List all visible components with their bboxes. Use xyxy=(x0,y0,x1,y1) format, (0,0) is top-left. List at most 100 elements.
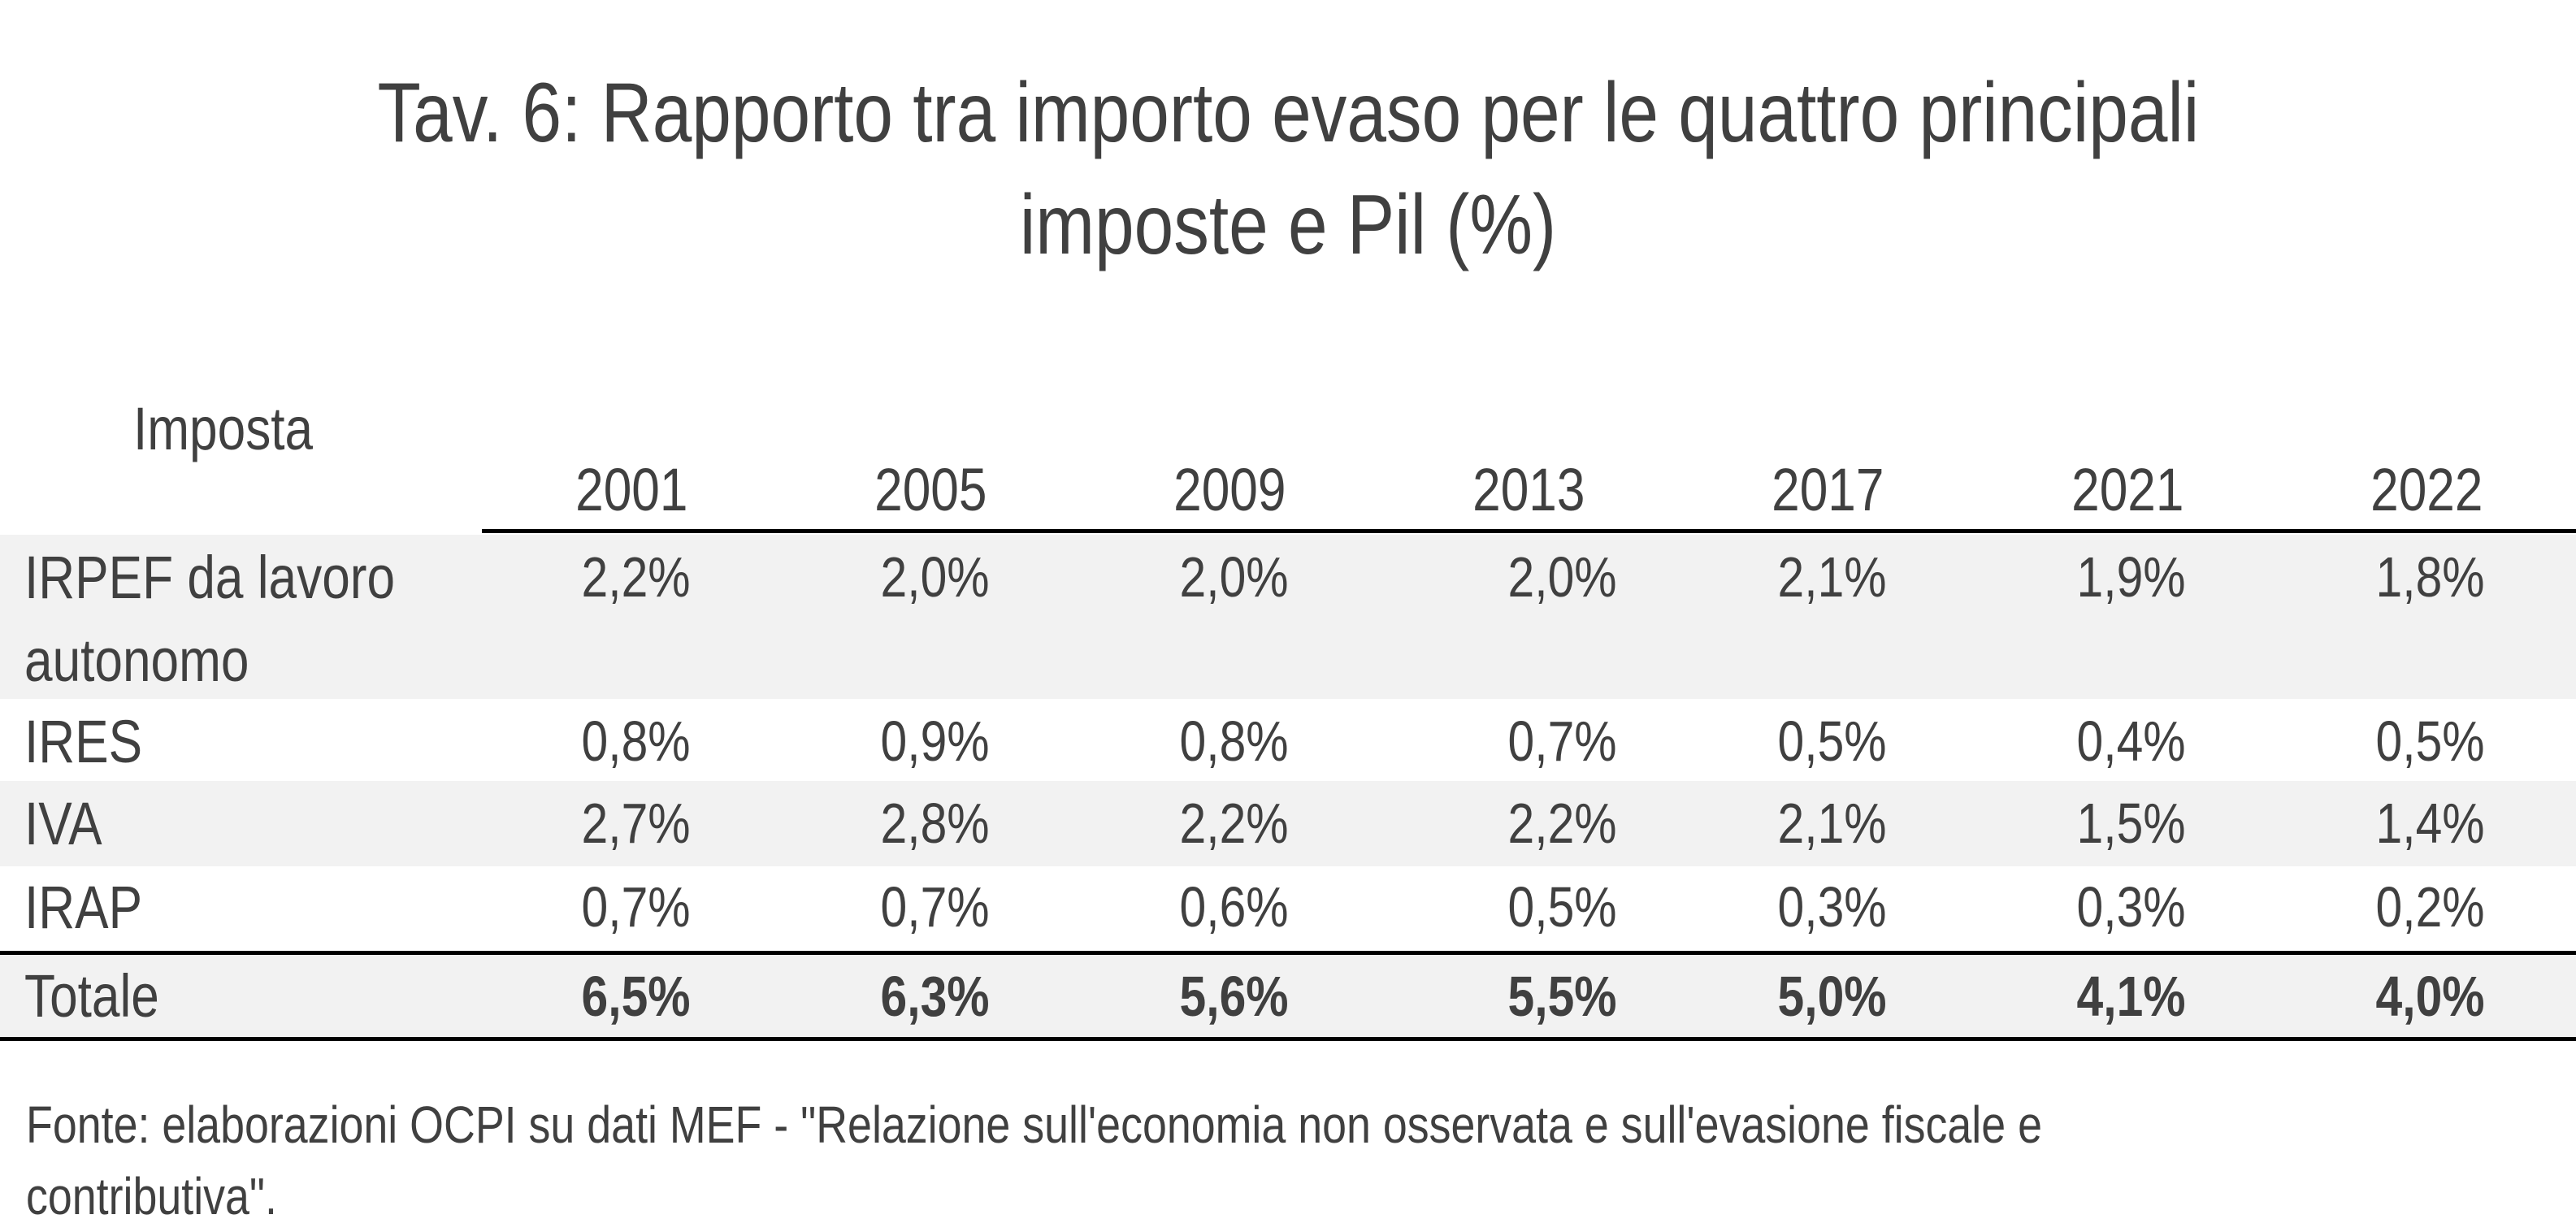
text: 2,0% xyxy=(1507,545,1617,609)
year-header-2017: 2017 xyxy=(1681,455,1974,524)
table-cell: 0,6% xyxy=(996,874,1289,939)
table-cell: 2,2% xyxy=(996,791,1289,856)
text: 5,0% xyxy=(1777,965,1887,1028)
text: 0,5% xyxy=(1777,709,1887,773)
text: 5,6% xyxy=(1179,965,1289,1028)
table-cell: 1,4% xyxy=(2192,791,2485,856)
text: 2001 xyxy=(575,456,688,523)
table-cell: 0,8% xyxy=(996,709,1289,774)
row-label-irap: IRAP xyxy=(24,866,165,949)
total-rule-bottom xyxy=(0,1037,2576,1041)
text: 0,3% xyxy=(2076,875,2186,939)
text: 2,2% xyxy=(1507,792,1617,855)
text: 2,0% xyxy=(880,545,990,609)
total-cell: 5,6% xyxy=(996,964,1289,1029)
total-cell: 5,5% xyxy=(1325,964,1617,1029)
table-cell: 2,2% xyxy=(1325,791,1617,856)
table-cell: 0,4% xyxy=(1893,709,2186,774)
table-cell: 2,2% xyxy=(398,544,691,609)
table-cell: 0,9% xyxy=(697,709,990,774)
year-header-2013: 2013 xyxy=(1382,455,1675,524)
table-cell: 1,5% xyxy=(1893,791,2186,856)
table-cell: 0,7% xyxy=(697,874,990,939)
text: contributiva". xyxy=(26,1167,277,1225)
text: 1,8% xyxy=(2375,545,2485,609)
table-title: Tav. 6: Rapporto tra importo evaso per l… xyxy=(0,57,2576,281)
text: 2021 xyxy=(2071,456,2184,523)
row-bg-iva xyxy=(0,781,2576,866)
text: 0,7% xyxy=(880,875,990,939)
table-cell: 2,7% xyxy=(398,791,691,856)
table-cell: 2,0% xyxy=(697,544,990,609)
table-cell: 2,1% xyxy=(1594,791,1887,856)
row-label-totale: Totale xyxy=(24,955,184,1038)
text: 2,1% xyxy=(1777,792,1887,855)
text: 1,5% xyxy=(2076,792,2186,855)
text: 2013 xyxy=(1472,456,1585,523)
table-cell: 0,8% xyxy=(398,709,691,774)
text: 2,2% xyxy=(581,545,691,609)
total-cell: 6,5% xyxy=(398,964,691,1029)
row-bg-totale xyxy=(0,956,2576,1037)
total-cell: 6,3% xyxy=(697,964,990,1029)
text: 1,9% xyxy=(2076,545,2186,609)
row-bg-irpef xyxy=(0,535,2576,699)
text: 2,1% xyxy=(1777,545,1887,609)
column-header-imposta: Imposta xyxy=(133,394,347,463)
year-header-2022: 2022 xyxy=(2280,455,2573,524)
row-label-irpef: IRPEF da lavoro autonomo xyxy=(24,536,466,702)
table-cell: 1,8% xyxy=(2192,544,2485,609)
text: 0,9% xyxy=(880,709,990,773)
total-rule-top xyxy=(0,951,2576,955)
text: 0,7% xyxy=(1507,709,1617,773)
table-cell: 0,5% xyxy=(1594,709,1887,774)
table-cell: 2,0% xyxy=(996,544,1289,609)
title-line-2: imposte e Pil (%) xyxy=(1019,178,1557,272)
row-label-ires: IRES xyxy=(24,701,165,783)
text: IVA xyxy=(24,790,102,857)
text: 2,8% xyxy=(880,792,990,855)
year-header-2005: 2005 xyxy=(784,455,1077,524)
text: 0,7% xyxy=(581,875,691,939)
table-cell: 2,8% xyxy=(697,791,990,856)
text: 4,1% xyxy=(2076,965,2186,1028)
table-cell: 2,0% xyxy=(1325,544,1617,609)
text: 0,8% xyxy=(1179,709,1289,773)
source-note: Fonte: elaborazioni OCPI su dati MEF - "… xyxy=(26,1089,2576,1232)
total-cell: 5,0% xyxy=(1594,964,1887,1029)
text: Totale xyxy=(24,962,159,1030)
text: 5,5% xyxy=(1507,965,1617,1028)
text: IRPEF da lavoro xyxy=(24,544,396,611)
text: 2017 xyxy=(1771,456,1884,523)
text: 0,5% xyxy=(2375,709,2485,773)
row-label-iva: IVA xyxy=(24,783,117,865)
year-header-2001: 2001 xyxy=(485,455,778,524)
text: 2022 xyxy=(2370,456,2483,523)
text: 0,4% xyxy=(2076,709,2186,773)
total-cell: 4,1% xyxy=(1893,964,2186,1029)
year-header-2021: 2021 xyxy=(1981,455,2274,524)
table-cell: 2,1% xyxy=(1594,544,1887,609)
text: 2009 xyxy=(1173,456,1286,523)
table-cell: 0,7% xyxy=(398,874,691,939)
text: 6,3% xyxy=(880,965,990,1028)
text: IRES xyxy=(24,708,143,775)
title-line-1: Tav. 6: Rapporto tra importo evaso per l… xyxy=(377,66,2199,160)
table-cell: 1,9% xyxy=(1893,544,2186,609)
table-cell: 0,3% xyxy=(1594,874,1887,939)
table-cell: 0,2% xyxy=(2192,874,2485,939)
text: 2,0% xyxy=(1179,545,1289,609)
table-cell: 0,5% xyxy=(1325,874,1617,939)
text: 2,2% xyxy=(1179,792,1289,855)
table-cell: 0,5% xyxy=(2192,709,2485,774)
total-cell: 4,0% xyxy=(2192,964,2485,1029)
text: Fonte: elaborazioni OCPI su dati MEF - "… xyxy=(26,1095,2042,1154)
text: IRAP xyxy=(24,874,143,941)
text: 0,8% xyxy=(581,709,691,773)
table-cell: 0,3% xyxy=(1893,874,2186,939)
text: 0,3% xyxy=(1777,875,1887,939)
header-rule xyxy=(482,529,2576,533)
text: 1,4% xyxy=(2375,792,2485,855)
table-cell: 0,7% xyxy=(1325,709,1617,774)
text: 0,5% xyxy=(1507,875,1617,939)
